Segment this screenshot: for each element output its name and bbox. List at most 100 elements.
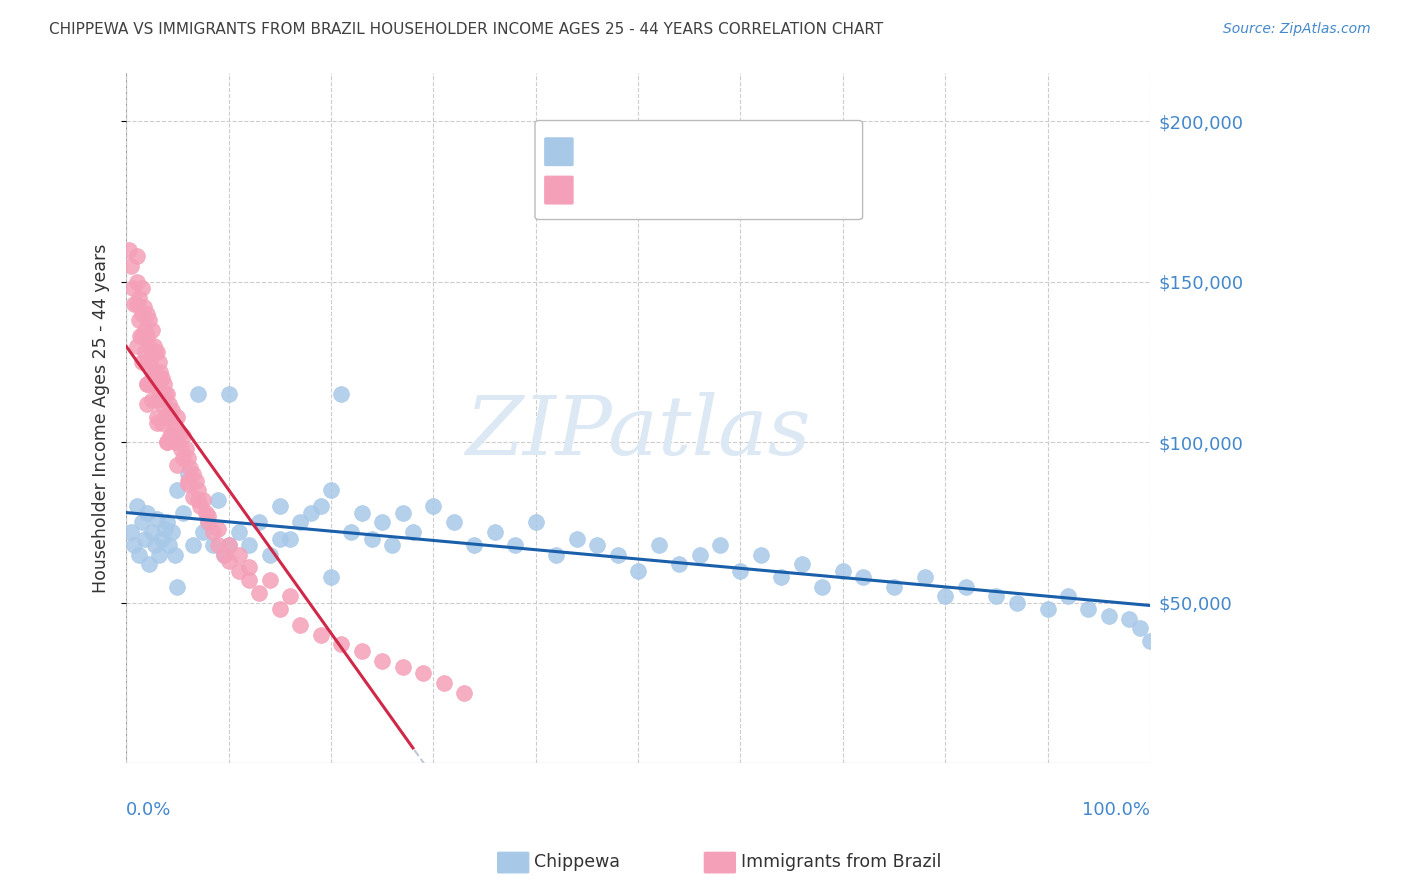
- Point: [228, 548, 250, 562]
- Point: [146, 393, 169, 408]
- Point: [381, 538, 404, 552]
- Point: [319, 483, 342, 498]
- Point: [181, 490, 204, 504]
- Point: [162, 425, 184, 440]
- Point: [149, 365, 172, 379]
- Point: [218, 554, 240, 568]
- Point: [1098, 608, 1121, 623]
- Point: [177, 451, 200, 466]
- Point: [197, 516, 219, 530]
- Point: [177, 477, 200, 491]
- Point: [207, 493, 229, 508]
- Point: [709, 538, 731, 552]
- Point: [125, 339, 148, 353]
- Point: [340, 525, 363, 540]
- Text: 107: 107: [731, 179, 768, 197]
- Point: [153, 522, 176, 536]
- Point: [187, 493, 209, 508]
- Point: [166, 435, 188, 450]
- Point: [503, 538, 526, 552]
- Point: [153, 409, 176, 424]
- Point: [177, 467, 200, 482]
- Point: [125, 297, 148, 311]
- Point: [166, 483, 188, 498]
- Point: [162, 403, 184, 417]
- Point: [934, 589, 956, 603]
- Point: [914, 570, 936, 584]
- Point: [156, 435, 179, 450]
- Point: [238, 560, 260, 574]
- Point: [148, 548, 170, 562]
- Point: [790, 558, 813, 572]
- Point: [350, 644, 373, 658]
- Point: [120, 259, 142, 273]
- Point: [125, 249, 148, 263]
- Point: [278, 589, 301, 603]
- Point: [546, 548, 568, 562]
- Point: [184, 474, 207, 488]
- Point: [278, 532, 301, 546]
- Point: [165, 435, 187, 450]
- Point: [391, 506, 413, 520]
- Point: [238, 573, 260, 587]
- Point: [125, 500, 148, 514]
- Text: 86: 86: [731, 141, 762, 159]
- Point: [172, 506, 194, 520]
- Point: [412, 666, 434, 681]
- Point: [565, 532, 588, 546]
- Point: [191, 493, 214, 508]
- Point: [146, 409, 169, 424]
- Point: [188, 500, 211, 514]
- Point: [131, 307, 153, 321]
- Point: [141, 345, 163, 359]
- Point: [181, 538, 204, 552]
- Point: [138, 313, 160, 327]
- Point: [128, 329, 150, 343]
- Point: [139, 377, 162, 392]
- Point: [139, 355, 162, 369]
- Point: [391, 660, 413, 674]
- Point: [187, 483, 209, 498]
- Point: [177, 474, 200, 488]
- Point: [128, 548, 150, 562]
- Point: [166, 580, 188, 594]
- Point: [197, 516, 219, 530]
- Point: [668, 558, 690, 572]
- Point: [141, 371, 163, 385]
- Point: [150, 416, 173, 430]
- Point: [157, 397, 180, 411]
- Point: [290, 516, 312, 530]
- Point: [131, 516, 153, 530]
- Text: -0.420: -0.420: [619, 179, 682, 197]
- Point: [163, 419, 186, 434]
- Point: [730, 564, 752, 578]
- Point: [269, 500, 291, 514]
- Point: [141, 323, 163, 337]
- Point: [169, 425, 191, 440]
- Point: [138, 339, 160, 353]
- Point: [319, 570, 342, 584]
- Point: [606, 548, 628, 562]
- Point: [157, 538, 180, 552]
- Point: [586, 538, 609, 552]
- Point: [883, 580, 905, 594]
- Point: [153, 387, 176, 401]
- Point: [172, 451, 194, 466]
- Text: N =: N =: [685, 179, 735, 197]
- Point: [422, 500, 444, 514]
- Point: [128, 291, 150, 305]
- Point: [1057, 589, 1080, 603]
- Y-axis label: Householder Income Ages 25 - 44 years: Householder Income Ages 25 - 44 years: [93, 244, 110, 593]
- Point: [811, 580, 834, 594]
- Point: [238, 538, 260, 552]
- Point: [131, 329, 153, 343]
- Point: [371, 653, 394, 667]
- Point: [156, 409, 179, 424]
- Point: [218, 387, 240, 401]
- Point: [148, 377, 170, 392]
- Point: [361, 532, 384, 546]
- Point: [1139, 634, 1161, 648]
- Point: [153, 377, 176, 392]
- Point: [131, 355, 153, 369]
- Point: [1118, 612, 1140, 626]
